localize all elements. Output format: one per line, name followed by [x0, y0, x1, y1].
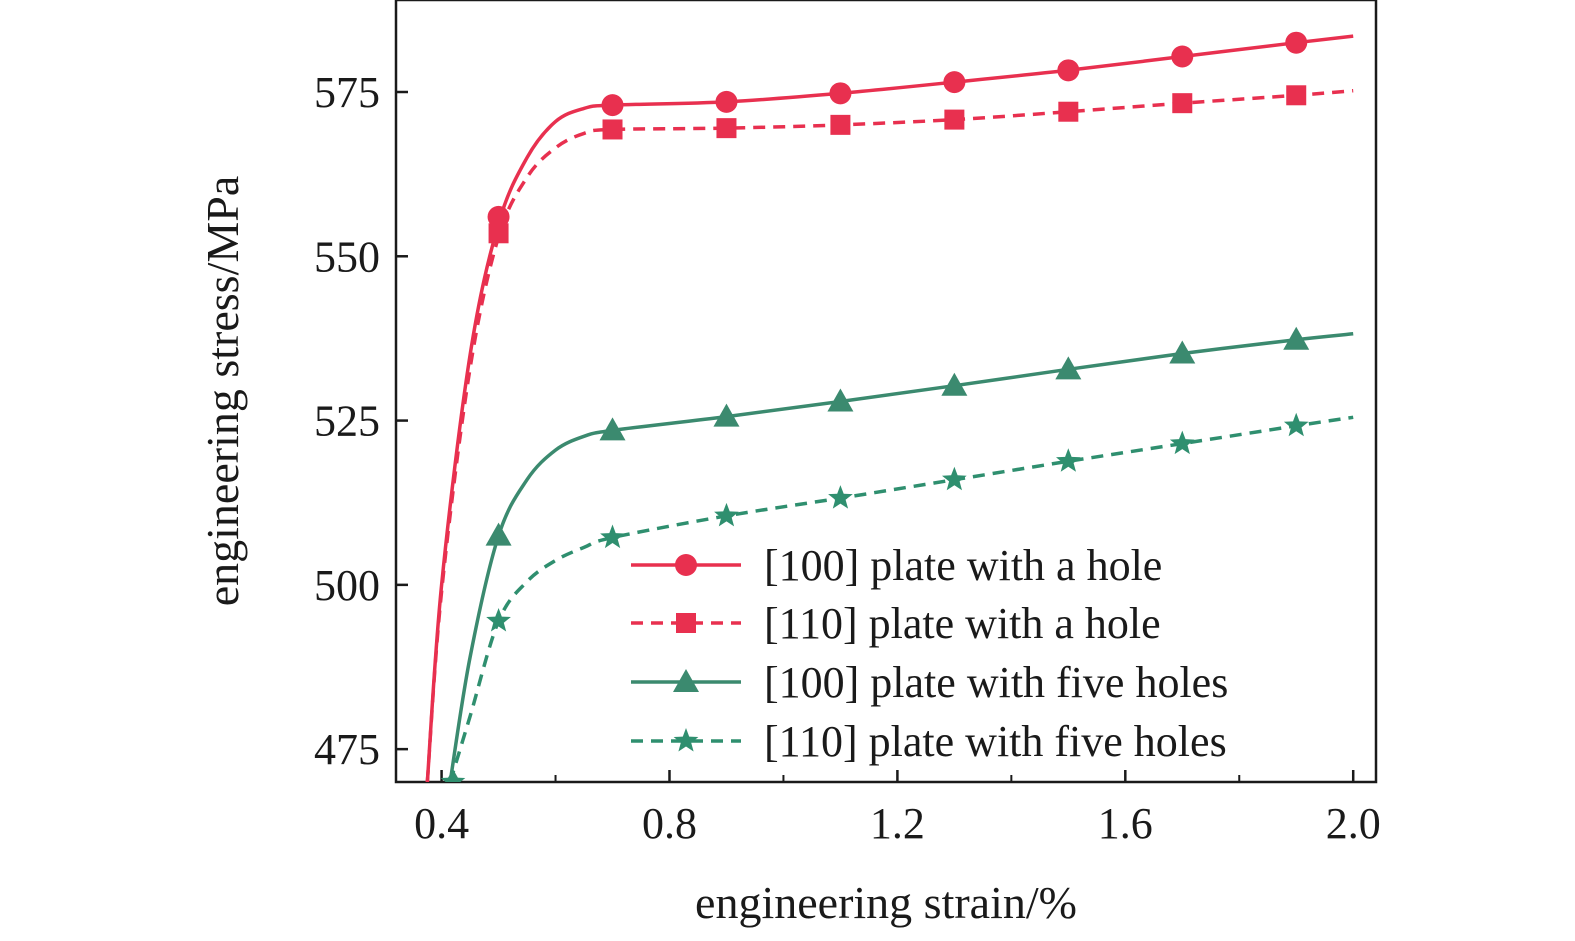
legend-label: [100] plate with a hole [764, 541, 1162, 590]
legend-marker-circle [675, 554, 697, 576]
data-point-square [1286, 85, 1307, 106]
legend-label: [110] plate with a hole [764, 599, 1161, 648]
series-100-plate-with-a-hole [425, 31, 1354, 782]
data-point-triangle [1169, 340, 1196, 364]
data-point-triangle [941, 372, 968, 396]
data-point-triangle [599, 417, 626, 441]
data-point-circle [601, 94, 624, 117]
data-point-circle [1057, 59, 1080, 82]
y-axis-title: engineering stress/MPa [197, 176, 248, 607]
data-point-star [1056, 448, 1081, 472]
data-point-star [942, 466, 967, 491]
series-layer [425, 31, 1354, 782]
y-axis-ticks: 475 500 525 550 575 [314, 68, 408, 774]
series-110-plate-with-a-hole [425, 85, 1354, 782]
data-point-circle [1285, 31, 1308, 54]
data-point-circle [1171, 45, 1194, 68]
data-point-star [1169, 430, 1195, 455]
x-tick-label: 0.4 [414, 799, 469, 848]
data-point-star [714, 502, 739, 527]
y-tick-label: 500 [314, 561, 380, 610]
x-tick-label: 1.2 [870, 799, 925, 848]
y-tick-label: 575 [314, 68, 380, 117]
x-axis-ticks: 0.4 0.8 1.2 1.6 2.0 [414, 770, 1381, 848]
data-point-square [830, 114, 851, 135]
x-tick-label: 2.0 [1326, 799, 1381, 848]
legend-item: [100] plate with a hole [631, 541, 1162, 590]
legend-marker-star [673, 728, 699, 752]
data-point-star [486, 608, 511, 632]
data-point-triangle [1055, 356, 1082, 380]
legend: [100] plate with a hole [110] plate with … [631, 541, 1228, 766]
data-point-star [1283, 412, 1309, 437]
data-point-square [716, 118, 737, 139]
legend-marker-square [676, 613, 696, 633]
data-point-triangle [827, 388, 854, 412]
data-point-square [1172, 93, 1193, 114]
data-point-triangle [713, 403, 740, 427]
plot-frame [394, 0, 1378, 784]
data-point-square [602, 119, 623, 140]
legend-marker-triangle [673, 669, 699, 692]
legend-label: [100] plate with five holes [764, 658, 1228, 707]
data-point-square [944, 109, 965, 130]
series-110-plate-with-five-holes [440, 412, 1354, 782]
data-point-triangle [1283, 326, 1310, 350]
y-tick-label: 550 [314, 232, 380, 281]
legend-item: [100] plate with five holes [631, 658, 1228, 707]
data-point-circle [715, 90, 738, 113]
data-point-star [828, 485, 853, 509]
x-axis-title: engineering strain/% [695, 877, 1077, 928]
data-point-square [488, 223, 509, 244]
series-100-plate-with-five-holes [445, 326, 1354, 782]
x-tick-label: 1.6 [1098, 799, 1153, 848]
data-point-circle [943, 71, 966, 94]
legend-label: [110] plate with five holes [764, 717, 1227, 766]
data-point-triangle [485, 522, 512, 546]
data-point-star [440, 769, 466, 782]
legend-item: [110] plate with a hole [631, 599, 1161, 648]
data-point-star [600, 524, 625, 549]
x-tick-label: 0.8 [642, 799, 697, 848]
data-point-square [1058, 101, 1079, 122]
y-tick-label: 525 [314, 397, 380, 446]
y-tick-label: 475 [314, 725, 380, 774]
legend-item: [110] plate with five holes [631, 717, 1227, 766]
data-point-circle [829, 82, 852, 105]
